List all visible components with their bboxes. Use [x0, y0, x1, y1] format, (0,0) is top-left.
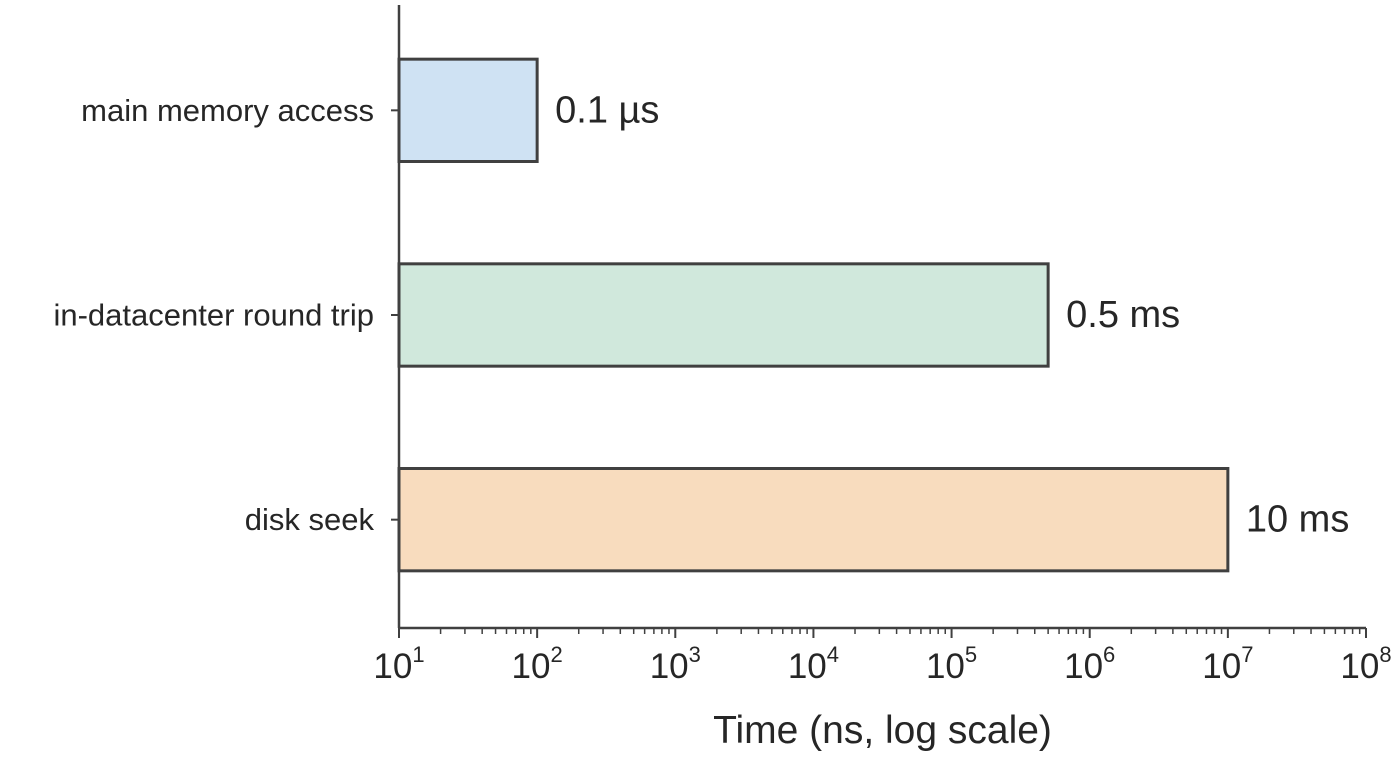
value-label: 0.1 µs [555, 89, 659, 131]
x-tick-label: 103 [650, 642, 701, 686]
category-label: disk seek [245, 502, 375, 537]
x-tick-label: 101 [373, 642, 424, 686]
category-label: in-datacenter round trip [53, 298, 374, 333]
value-label: 10 ms [1246, 499, 1349, 541]
bar [397, 467, 1230, 573]
x-tick-label: 105 [926, 642, 977, 686]
bar [397, 262, 1050, 368]
x-tick-label: 102 [512, 642, 563, 686]
bar [397, 57, 539, 164]
x-tick-label: 106 [1064, 642, 1115, 686]
x-tick-label: 107 [1202, 642, 1253, 686]
x-axis-title: Time (ns, log scale) [713, 709, 1052, 752]
value-label: 0.5 ms [1066, 294, 1180, 336]
x-tick-label: 108 [1340, 642, 1391, 686]
category-label: main memory access [81, 93, 374, 128]
x-tick-label: 104 [788, 642, 839, 686]
